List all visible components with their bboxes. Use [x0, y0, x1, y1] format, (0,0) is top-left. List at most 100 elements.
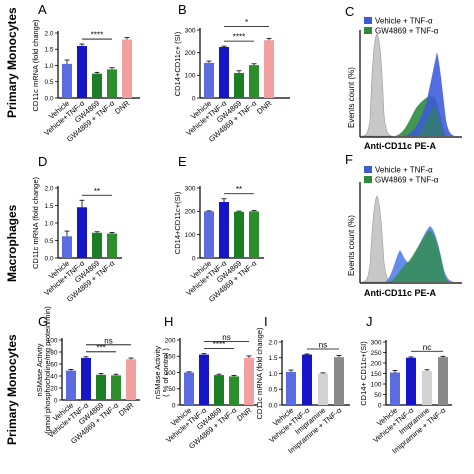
y-tick-label: 1.0	[268, 371, 277, 378]
flow-c-green-overlay	[418, 106, 444, 136]
flow-f-gray-histogram	[361, 195, 393, 283]
panel-letter-a: A	[38, 2, 47, 17]
y-tick-label: 1.5	[44, 47, 53, 54]
flow-c-blue-histogram	[405, 52, 456, 136]
chart-panel-g: 020406080100VehicleVehicle+TNF-αGW4869GW…	[35, 306, 140, 446]
significance-label: ****	[233, 33, 245, 42]
flow-panel-c: Events count (%) Anti-CD11c PE-A Vehicle…	[347, 17, 462, 151]
y-tick-label: 300	[185, 27, 196, 34]
flow-c-legend-label-gw4869: GW4869 + TNF-α	[375, 27, 439, 36]
y-tick-label: 200	[185, 50, 196, 57]
panel-letter-j: J	[366, 314, 373, 329]
y-tick-label: 0.0	[44, 95, 53, 102]
y-tick-label: 40	[50, 373, 58, 380]
y-tick-label: 300	[371, 339, 382, 346]
bar	[334, 357, 344, 405]
bar	[302, 354, 312, 405]
bar	[122, 39, 132, 98]
y-tick-label: 200	[371, 360, 382, 367]
y-tick-label: 1.5	[44, 203, 53, 210]
y-tick-label: 0	[192, 255, 196, 262]
flow-f-green-histogram	[390, 230, 452, 282]
chart-panel-a: 0.00.51.01.52.0VehicleVehicle+TNF-αGW486…	[31, 19, 140, 144]
bar	[92, 73, 102, 98]
bar	[92, 232, 102, 258]
significance-label: ****	[91, 31, 103, 40]
chart-panel-j: 050100150200250300VehicleVehicle+TNF-αIm…	[359, 339, 452, 456]
y-tick-label: 0	[378, 402, 382, 409]
chart-panel-h: 050100150200VehicleVehicle+TNF-αGW4869GW…	[153, 333, 258, 451]
bar	[204, 62, 214, 98]
y-tick-label: 250	[371, 350, 382, 357]
y-tick-label: 0	[54, 397, 58, 404]
bar	[422, 370, 432, 405]
flow-c-y-label: Events count (%)	[347, 67, 356, 128]
bar	[77, 207, 87, 258]
significance-label: nc	[423, 343, 431, 352]
flow-f-legend-label-gw4869: GW4869 + TNF-α	[375, 176, 439, 185]
bar	[199, 354, 209, 405]
y-tick-label: 0.5	[44, 79, 53, 86]
panel-letter-b: B	[178, 2, 187, 17]
significance-label: ns	[222, 333, 230, 342]
significance-label: **	[94, 187, 100, 196]
bar	[184, 372, 194, 405]
flow-c-x-label: Anti-CD11c PE-A	[364, 141, 437, 151]
y-tick-label: 2.0	[268, 339, 277, 346]
y-axis-label: CD14+CD11c+ (SI)	[173, 31, 182, 96]
flow-f-legend-swatch-gw4869	[364, 176, 372, 183]
y-axis-label: CD14+CD11c+(SI)	[173, 191, 182, 254]
bar	[204, 211, 214, 258]
y-axis-label: CD11c mRNA (fold change)	[31, 19, 40, 111]
y-tick-label: 80	[50, 349, 58, 356]
y-tick-label: 50	[374, 392, 382, 399]
bar	[126, 359, 136, 400]
y-tick-label: 1.5	[268, 355, 277, 362]
y-tick-label: 150	[371, 371, 382, 378]
category-label: DNR	[255, 98, 274, 116]
y-axis-label: CD11c mRNA (fold change)	[31, 177, 40, 269]
y-tick-label: 60	[50, 361, 58, 368]
y-tick-label: 100	[185, 73, 196, 80]
flow-c-gray-histogram	[361, 33, 393, 137]
row-label-primary-monocytes-bottom: Primary Monocytes	[5, 334, 19, 445]
y-tick-label: 0	[172, 402, 176, 409]
y-tick-label: 200	[185, 209, 196, 216]
category-label: DNR	[113, 98, 132, 116]
y-tick-label: 2.0	[44, 185, 53, 192]
y-axis-label-line2: ( % of control )	[161, 348, 170, 397]
bar	[249, 65, 259, 98]
flow-c-legend-swatch-vehicle	[364, 17, 372, 24]
flow-f-legend-label-vehicle: Vehicle + TNF-α	[375, 166, 433, 175]
y-tick-label: 0.5	[44, 238, 53, 245]
y-tick-label: 100	[185, 232, 196, 239]
bar	[234, 73, 244, 98]
y-axis-label: nSMase Activity	[153, 346, 162, 399]
bar	[229, 376, 239, 405]
significance-label: **	[236, 185, 242, 194]
category-label: DNR	[117, 400, 136, 418]
panel-letter-d: D	[38, 154, 47, 169]
bar	[107, 233, 117, 258]
y-axis-label: nSMase Activity	[35, 343, 44, 396]
y-tick-label: 0.5	[268, 387, 277, 394]
bar	[390, 372, 400, 405]
bar	[107, 69, 117, 98]
bar	[96, 374, 106, 400]
y-tick-label: 0	[192, 95, 196, 102]
row-label-macrophages: Macrophages	[5, 204, 19, 282]
bar	[318, 373, 328, 405]
y-tick-label: 2.0	[44, 30, 53, 37]
chart-panel-e: 0100200300VehicleVehicle+TNF-αGW4869GW48…	[173, 185, 264, 304]
y-axis-label: CD11c mRNA (fold change)	[255, 327, 264, 419]
bar	[406, 357, 416, 405]
bar	[438, 357, 448, 405]
flow-f-y-label: Events count (%)	[347, 215, 356, 276]
flow-c-legend-swatch-gw4869	[364, 27, 372, 34]
y-tick-label: 100	[47, 337, 58, 344]
significance-label: ****	[213, 340, 225, 349]
panel-letter-g: G	[38, 314, 48, 329]
y-tick-label: 100	[371, 381, 382, 388]
y-tick-label: 100	[165, 370, 176, 377]
